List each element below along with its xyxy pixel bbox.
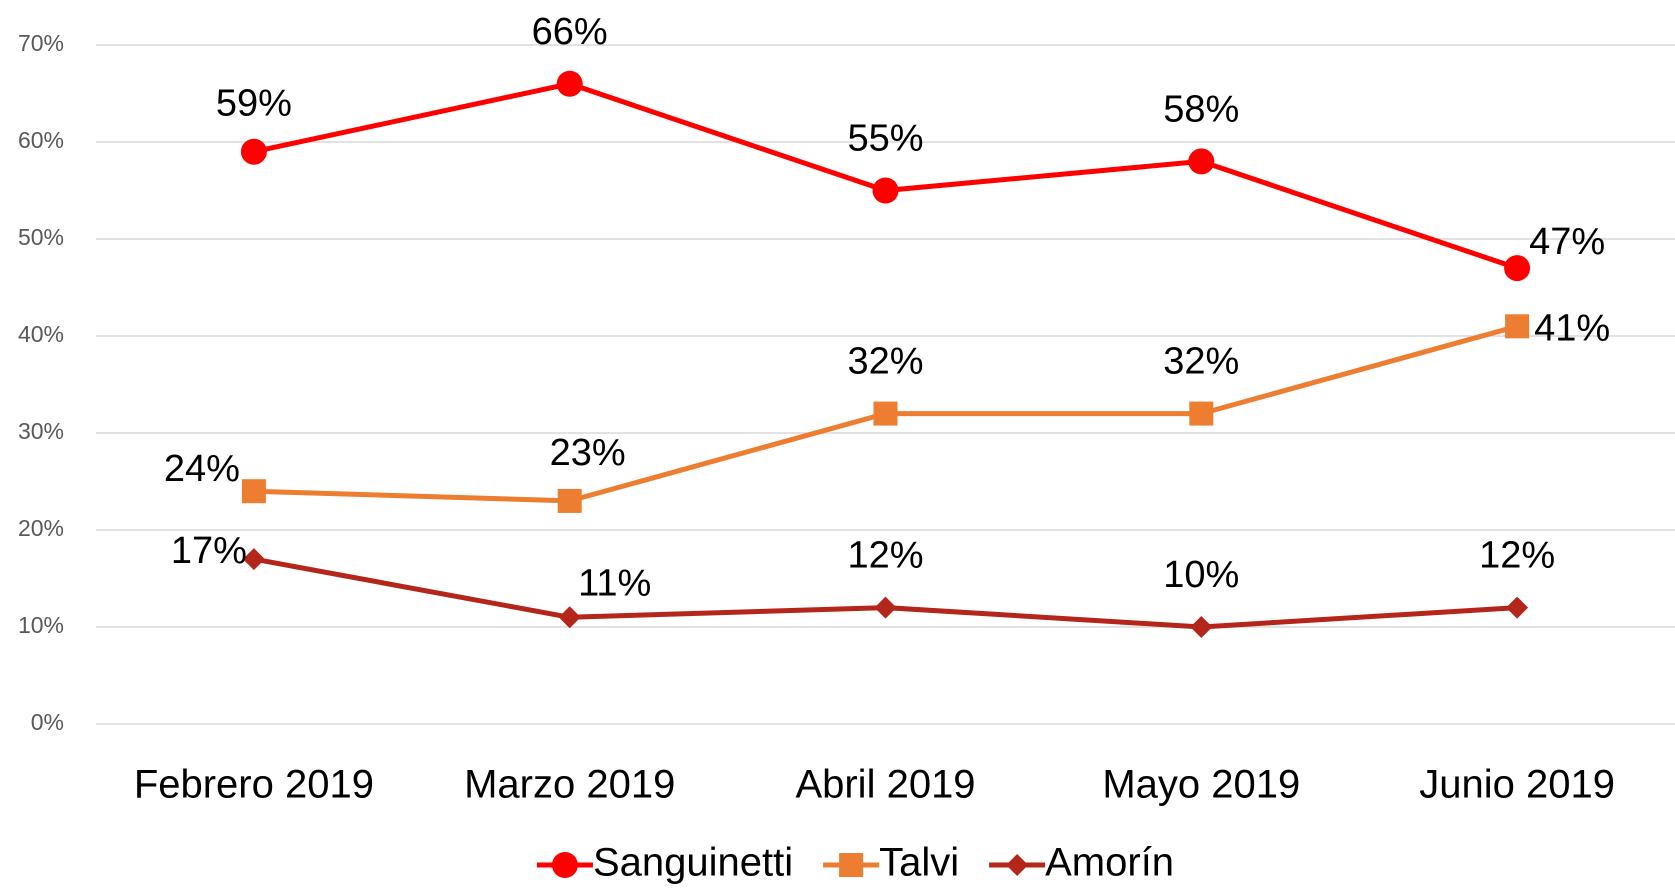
x-tick-label: Febrero 2019 [134,763,374,807]
data-label: 32% [1163,341,1239,383]
data-point [873,401,898,426]
data-label: 59% [216,83,292,125]
data-point [557,488,582,513]
series-line [253,81,1518,271]
y-tick-label: 0% [31,709,64,735]
legend-label: Talvi [879,841,959,885]
x-tick-label: Marzo 2019 [464,763,675,807]
y-tick-label: 20% [18,515,64,541]
y-tick-label: 40% [18,321,64,347]
data-point [1188,148,1215,175]
y-tick-label: 10% [18,612,64,638]
legend-marker [839,853,864,877]
data-label: 23% [550,432,626,474]
data-label: 12% [847,535,923,577]
data-point [241,479,266,504]
x-tick-label: Junio 2019 [1419,763,1615,807]
data-label: 32% [847,341,923,383]
legend-label: Amorín [1045,841,1174,885]
data-label: 11% [578,562,651,604]
data-point [1504,255,1531,282]
y-tick-label: 50% [18,224,64,250]
data-label: 41% [1534,307,1610,349]
data-label: 24% [164,448,240,490]
data-label: 10% [1163,554,1239,596]
y-tick-label: 60% [18,127,64,153]
data-label: 55% [847,118,923,160]
x-tick-label: Mayo 2019 [1102,763,1300,807]
data-point [1189,401,1214,426]
data-point [872,177,899,204]
data-point [556,70,583,97]
data-label: 12% [1479,535,1555,577]
data-point [240,138,267,165]
y-tick-label: 70% [18,30,64,56]
data-label: 58% [1163,88,1239,130]
x-tick-label: Abril 2019 [795,763,975,807]
data-point [1506,596,1529,619]
data-point [558,606,581,629]
data-point [874,596,897,619]
legend-marker [1006,854,1029,876]
legend-label: Sanguinetti [593,841,793,885]
data-point [242,548,265,571]
y-tick-label: 30% [18,418,64,444]
data-label: 17% [171,530,247,572]
data-point [1190,616,1213,638]
data-point [1505,314,1530,339]
data-label: 47% [1529,221,1605,263]
legend-marker [551,852,578,878]
data-label: 66% [532,11,608,53]
